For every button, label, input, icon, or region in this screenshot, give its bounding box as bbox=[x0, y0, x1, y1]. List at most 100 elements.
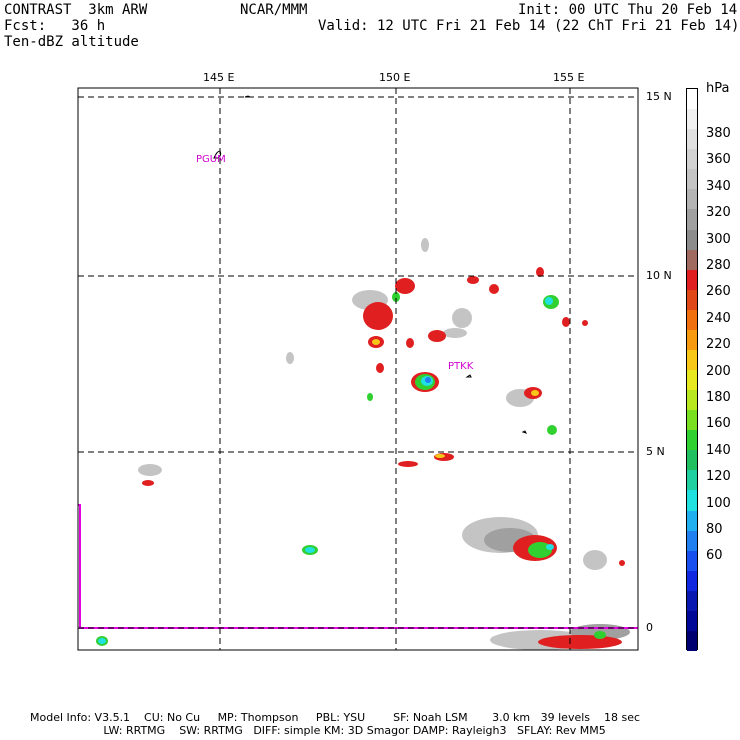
echo-cell bbox=[398, 461, 418, 467]
colorbar-segment bbox=[687, 490, 697, 511]
model-info-line2: LW: RRTMG SW: RRTMG DIFF: simple KM: 3D … bbox=[30, 724, 606, 737]
echo-cell bbox=[428, 330, 446, 342]
lat-label-0: 0 bbox=[646, 621, 653, 634]
echo-cell bbox=[406, 338, 414, 348]
map-frame bbox=[77, 87, 639, 651]
colorbar-segment bbox=[687, 450, 697, 471]
colorbar-tick-label: 320 bbox=[706, 205, 731, 221]
colorbar-segment bbox=[687, 430, 697, 451]
echo-cell bbox=[425, 377, 431, 383]
field-name: Ten-dBZ altitude bbox=[4, 34, 139, 50]
echo-cell bbox=[305, 547, 315, 553]
colorbar-segment bbox=[687, 410, 697, 431]
colorbar-tick-label: 300 bbox=[706, 231, 731, 247]
echo-cell bbox=[98, 638, 106, 644]
colorbar-tick-label: 280 bbox=[706, 258, 731, 273]
run-title: CONTRAST 3km ARW bbox=[4, 2, 148, 18]
colorbar-tick-label: 260 bbox=[706, 284, 731, 300]
echo-cell bbox=[376, 363, 384, 373]
guam-island-outline bbox=[213, 150, 222, 159]
echo-cell bbox=[142, 480, 154, 486]
echo-cell bbox=[363, 302, 393, 330]
lat-label-5n: 5 N bbox=[646, 445, 665, 458]
colorbar-tick-label: 360 bbox=[706, 152, 731, 168]
colorbar-segment bbox=[687, 590, 697, 612]
echo-cell bbox=[367, 393, 373, 401]
echo-cell bbox=[531, 390, 539, 396]
echo-cell bbox=[138, 464, 162, 476]
colorbar-segment bbox=[687, 349, 697, 371]
colorbar-segment bbox=[687, 109, 697, 130]
echo-cell bbox=[582, 320, 588, 326]
echo-cell bbox=[583, 550, 607, 570]
echo-cell bbox=[452, 308, 472, 328]
forecast-hour: Fcst: 36 h bbox=[4, 18, 106, 34]
colorbar-tick-label: 340 bbox=[706, 178, 731, 194]
valid-time: Valid: 12 UTC Fri 21 Feb 14 (22 ChT Fri … bbox=[318, 18, 740, 34]
chuuk-island-outline bbox=[465, 374, 472, 378]
colorbar bbox=[686, 88, 698, 652]
echo-cell bbox=[536, 267, 544, 277]
station-label-ptkk: PTKK bbox=[448, 361, 474, 372]
colorbar-tick-label: 220 bbox=[706, 337, 731, 353]
colorbar-tick-label: 380 bbox=[706, 126, 731, 141]
colorbar-tick-label: 200 bbox=[706, 363, 731, 379]
colorbar-segment bbox=[687, 370, 697, 391]
lon-label-155: 155 E bbox=[553, 71, 585, 84]
island-outline bbox=[244, 95, 251, 98]
echo-cell bbox=[421, 238, 429, 252]
colorbar-segment bbox=[687, 530, 697, 552]
colorbar-segment bbox=[687, 189, 697, 210]
lon-label-150: 150 E bbox=[379, 71, 411, 84]
echo-cell bbox=[547, 425, 557, 435]
colorbar-segment bbox=[687, 630, 697, 652]
colorbar-segment bbox=[687, 89, 697, 110]
colorbar-tick-label: 100 bbox=[706, 495, 731, 511]
echo-cell bbox=[372, 339, 380, 345]
colorbar-tick-label: 240 bbox=[706, 310, 731, 326]
echo-cell bbox=[489, 284, 499, 294]
colorbar-segment bbox=[687, 129, 697, 150]
domain-boundary-line bbox=[78, 504, 638, 629]
colorbar-segment bbox=[687, 470, 697, 491]
colorbar-segment bbox=[687, 249, 697, 271]
colorbar-tick-label: 120 bbox=[706, 469, 731, 485]
echo-cell bbox=[545, 297, 553, 305]
model-info-line1: Model Info: V3.5.1 CU: No Cu MP: Thompso… bbox=[30, 711, 641, 724]
colorbar-segment bbox=[687, 610, 697, 632]
colorbar-tick-label: 80 bbox=[706, 522, 723, 537]
lat-label-10n: 10 N bbox=[646, 269, 672, 282]
echo-cell bbox=[395, 278, 415, 294]
echo-cell bbox=[619, 560, 625, 566]
colorbar-segment bbox=[687, 329, 697, 351]
colorbar-segment bbox=[687, 269, 697, 291]
echo-cell bbox=[443, 328, 467, 338]
colorbar-segment bbox=[687, 149, 697, 170]
echo-cell bbox=[435, 454, 445, 458]
init-time: Init: 00 UTC Thu 20 Feb 14 bbox=[518, 2, 738, 18]
institution-label: NCAR/MMM bbox=[240, 2, 308, 18]
colorbar-unit: hPa bbox=[706, 81, 730, 96]
colorbar-segment bbox=[687, 510, 697, 532]
echo-cell bbox=[594, 631, 606, 639]
colorbar-tick-label: 60 bbox=[706, 548, 723, 564]
echo-cell bbox=[286, 352, 294, 364]
colorbar-segment bbox=[687, 289, 697, 311]
colorbar-segment bbox=[687, 570, 697, 592]
colorbar-tick-label: 180 bbox=[706, 390, 731, 405]
colorbar-segment bbox=[687, 209, 697, 230]
echo-cell bbox=[562, 317, 570, 327]
echo-cell bbox=[392, 292, 400, 302]
colorbar-segment bbox=[687, 169, 697, 190]
island-outline bbox=[521, 430, 527, 434]
colorbar-tick-label: 140 bbox=[706, 442, 731, 458]
echo-cell bbox=[528, 542, 552, 558]
echo-cell bbox=[538, 635, 622, 649]
colorbar-segment bbox=[687, 229, 697, 251]
station-label-pgum: PGUM bbox=[196, 154, 226, 165]
colorbar-segment bbox=[687, 390, 697, 411]
echo-cell bbox=[546, 544, 554, 550]
lon-label-145: 145 E bbox=[203, 71, 235, 84]
reflectivity-echoes bbox=[96, 238, 630, 650]
